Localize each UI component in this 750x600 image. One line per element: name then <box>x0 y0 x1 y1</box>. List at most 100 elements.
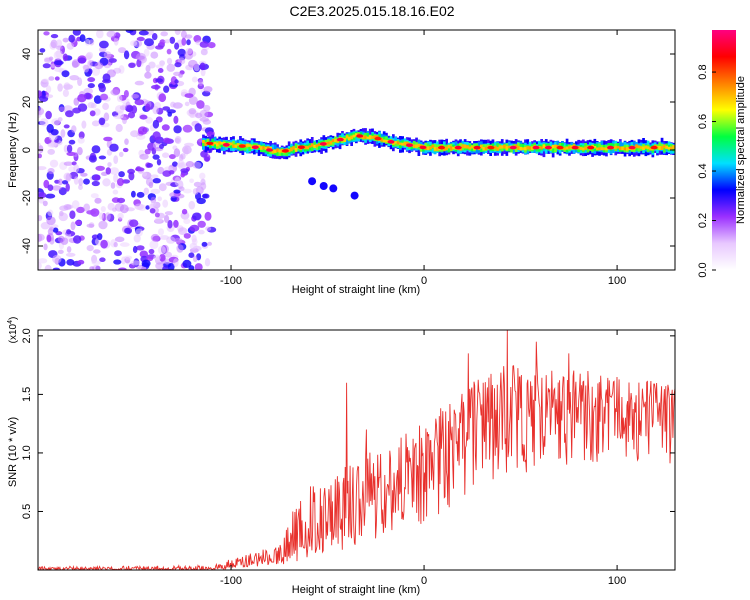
noise-cell <box>173 219 179 228</box>
noise-cell <box>166 236 176 244</box>
ridge-cell <box>415 144 418 148</box>
ridge-cell <box>616 145 620 149</box>
ridge-peak <box>406 143 413 147</box>
noise-cell <box>173 125 182 134</box>
noise-cell <box>172 161 178 167</box>
noise-cell <box>66 259 75 266</box>
noise-cell <box>204 211 212 221</box>
ridge-cell <box>371 135 374 139</box>
ridge-cell <box>551 145 555 153</box>
ridge-cell <box>317 143 321 147</box>
noise-cell <box>54 76 60 81</box>
ridge-cell <box>626 147 629 151</box>
ridge-cell <box>639 146 643 149</box>
ridge-peak <box>438 145 445 150</box>
noise-cell <box>47 167 55 175</box>
noise-cell <box>47 184 54 191</box>
noise-cell <box>164 214 170 223</box>
ridge-cell <box>584 146 587 150</box>
noise-cell <box>135 167 145 172</box>
noise-cell <box>141 259 151 268</box>
ridge-peak <box>607 145 614 150</box>
noise-cell <box>68 139 76 145</box>
noise-cell <box>117 178 124 186</box>
noise-cell <box>188 108 197 115</box>
noise-cell <box>71 60 79 68</box>
noise-cell <box>149 240 159 250</box>
noise-cell <box>69 75 79 81</box>
noise-cell <box>130 94 140 99</box>
ridge-cell <box>304 145 307 150</box>
ridge-cell <box>637 145 641 152</box>
noise-cell <box>135 228 143 237</box>
ridge-cell <box>568 146 571 149</box>
ridge-cell <box>667 146 671 150</box>
ridge-cell <box>480 144 483 149</box>
noise-cell <box>178 73 183 78</box>
ridge-cell <box>665 145 668 150</box>
ridge-peak <box>281 149 289 153</box>
ridge-cell <box>463 144 467 149</box>
noise-cell <box>106 30 117 38</box>
noise-cell <box>163 137 171 144</box>
ridge-cell <box>382 136 386 142</box>
noise-cell <box>128 171 135 181</box>
noise-cell <box>55 49 63 58</box>
noise-cell <box>50 34 59 39</box>
noise-cell <box>94 197 102 204</box>
noise-cell <box>63 82 71 90</box>
noise-cell <box>72 107 82 114</box>
noise-cell <box>134 80 145 86</box>
ridge-cell <box>329 140 333 145</box>
noise-cell <box>192 188 199 195</box>
ridge-cell <box>614 145 618 149</box>
ridge-cell <box>204 142 208 146</box>
noise-cell <box>45 193 56 199</box>
ridge-cell <box>595 147 599 151</box>
ridge-cell <box>514 144 518 148</box>
noise-cell <box>98 155 107 160</box>
noise-cell <box>183 188 192 194</box>
noise-cell <box>124 227 131 234</box>
noise-cell <box>63 161 74 166</box>
ridge-cell <box>216 142 219 147</box>
ridge-cell <box>468 146 472 150</box>
noise-cell <box>66 42 75 50</box>
ridge-cell <box>598 147 601 151</box>
ridge-cell <box>310 143 314 152</box>
noise-cell <box>181 208 188 215</box>
ridge-cell <box>243 144 247 151</box>
ridge-peak <box>473 145 481 150</box>
ridge-cell <box>600 147 604 151</box>
noise-cell <box>63 124 70 129</box>
ridge-cell <box>637 145 641 149</box>
noise-cell <box>62 37 69 43</box>
y-tick-label: 2.0 <box>21 328 33 343</box>
noise-cell <box>87 83 95 89</box>
noise-cell <box>47 148 55 155</box>
noise-cell <box>122 116 127 125</box>
noise-cell <box>130 260 141 266</box>
noise-cell <box>72 30 81 36</box>
noise-cell <box>45 94 54 99</box>
ridge-cell <box>605 147 608 151</box>
noise-cell <box>200 150 208 158</box>
noise-cell <box>155 78 164 83</box>
noise-cell <box>38 233 43 243</box>
ridge-cell <box>496 146 499 151</box>
noise-cell <box>188 96 198 105</box>
noise-cell <box>57 117 63 122</box>
ridge-cell <box>447 144 451 149</box>
noise-cell <box>103 136 113 142</box>
noise-cell <box>207 241 213 246</box>
noise-cell <box>46 85 52 94</box>
noise-cell <box>178 158 184 168</box>
noise-cell <box>151 33 158 41</box>
snr-y-multiplier: (x104) <box>7 317 19 344</box>
ridge-cell <box>232 140 235 147</box>
ridge-cell <box>563 147 567 151</box>
snr-series-line <box>38 330 675 570</box>
noise-cell <box>91 120 100 127</box>
noise-cell <box>113 155 119 165</box>
ridge-cell <box>540 146 543 150</box>
